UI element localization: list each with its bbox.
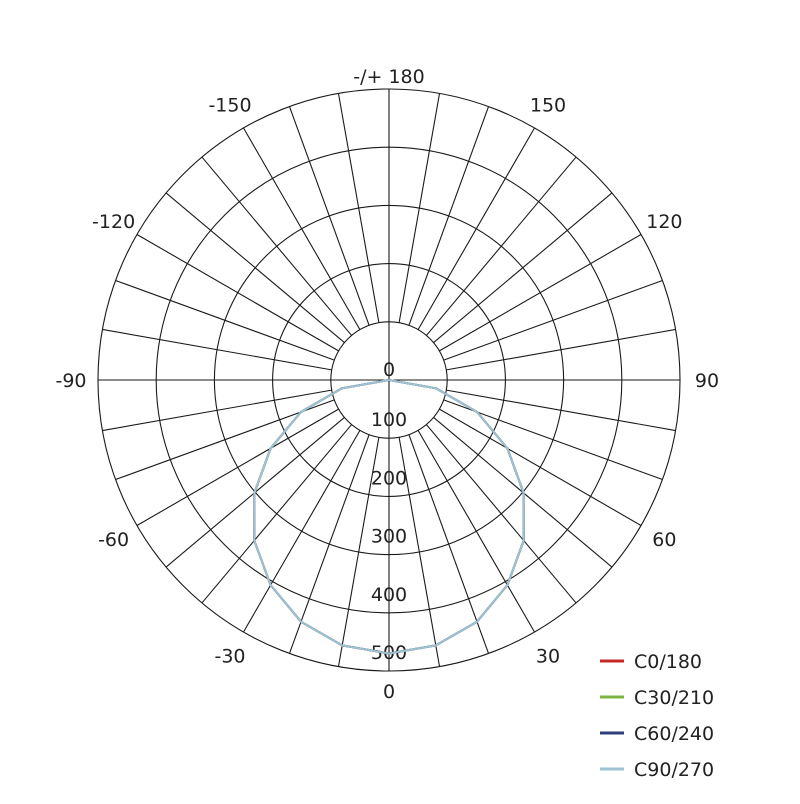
grid-spoke — [433, 192, 613, 344]
grid-spoke — [425, 156, 577, 336]
grid-spoke — [446, 389, 676, 432]
grid-spoke — [398, 93, 441, 323]
angle-tick-label: -120 — [92, 211, 135, 233]
angle-tick-label: 60 — [652, 529, 676, 551]
series-curves — [253, 379, 525, 655]
grid-spoke — [417, 127, 535, 330]
angle-tick-label: 90 — [695, 370, 719, 392]
grid-spoke — [337, 437, 380, 667]
legend-label: C30/210 — [634, 687, 714, 709]
grid-spoke — [201, 424, 353, 604]
radial-tick-label: 200 — [371, 467, 407, 489]
grid-spoke — [446, 328, 676, 371]
grid-spoke — [165, 192, 345, 344]
angle-tick-label: -90 — [55, 370, 86, 392]
grid-spoke — [408, 434, 490, 654]
grid-spoke — [115, 399, 335, 481]
angle-tick-label: 120 — [646, 211, 682, 233]
angle-tick-labels: 0 30 60 90 120 150 -/+ 180 -150 -120 -90 -60 -30 — [55, 66, 719, 703]
grid-spoke — [408, 106, 490, 326]
grid-spoke — [439, 408, 642, 526]
angle-tick-label: 150 — [530, 95, 566, 117]
grid-spoke — [201, 156, 353, 336]
radial-tick-label: 100 — [371, 409, 407, 431]
grid-spoke — [288, 434, 370, 654]
angle-tick-label: 30 — [536, 645, 560, 667]
grid-spoke — [102, 328, 332, 371]
grid-spoke — [439, 234, 642, 352]
grid-spoke — [102, 389, 332, 432]
grid-spoke — [136, 234, 339, 352]
grid-spoke — [136, 408, 339, 526]
grid-spoke — [243, 127, 361, 330]
series-line-C90-270 — [253, 379, 525, 655]
angle-tick-label: -60 — [98, 529, 129, 551]
grid-spoke — [398, 437, 441, 667]
angle-tick-label: -/+ 180 — [353, 66, 424, 88]
legend: C0/180 C30/210 C60/240 C90/270 — [600, 651, 714, 781]
radial-tick-label: 300 — [371, 526, 407, 548]
grid-spoke — [115, 279, 335, 361]
polar-grid — [97, 88, 681, 672]
legend-label: C90/270 — [634, 759, 714, 781]
legend-label: C0/180 — [634, 651, 702, 673]
grid-spoke — [337, 93, 380, 323]
grid-spoke — [443, 399, 663, 481]
grid-spoke — [243, 430, 361, 633]
angle-tick-label: -30 — [214, 645, 245, 667]
legend-label: C60/240 — [634, 723, 714, 745]
radial-tick-label: 0 — [383, 359, 395, 381]
grid-spoke — [417, 430, 535, 633]
angle-tick-label: 0 — [383, 681, 395, 703]
angle-tick-label: -150 — [208, 95, 251, 117]
grid-spoke — [425, 424, 577, 604]
grid-spoke — [443, 279, 663, 361]
grid-spoke — [288, 106, 370, 326]
radial-tick-label: 400 — [371, 584, 407, 606]
